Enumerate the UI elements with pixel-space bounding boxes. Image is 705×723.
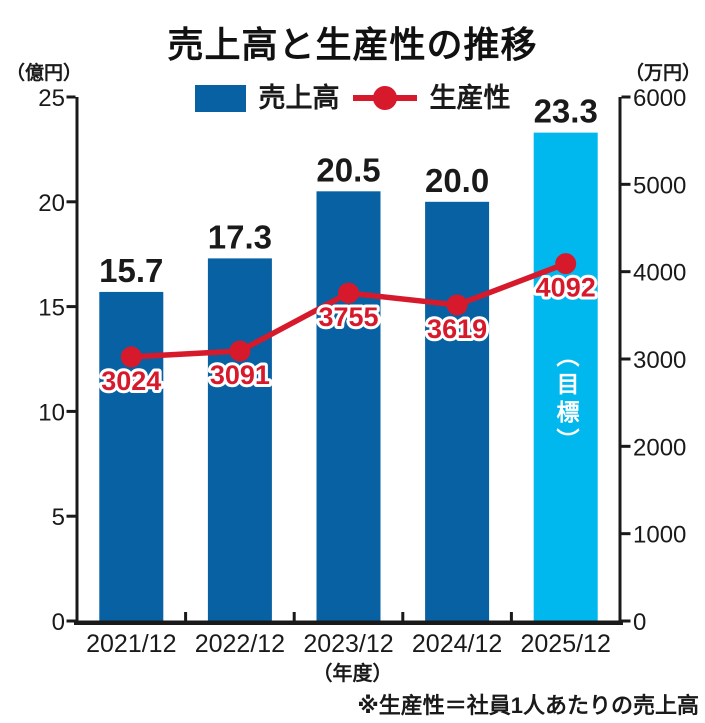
left-axis-tick — [66, 514, 76, 518]
bar-2022/12 — [207, 258, 272, 623]
bar-series-swatch — [194, 84, 246, 112]
goal-bar-annotation: （目標） — [553, 344, 579, 456]
left-axis-tick-label: 15 — [38, 295, 65, 322]
right-axis-tick — [621, 619, 631, 623]
footnote: ※生産性＝社員1人あたりの売上高 — [357, 693, 699, 718]
x-axis-tick — [292, 612, 296, 621]
x-axis-category-label: 2023/12 — [303, 630, 393, 658]
productivity-point — [120, 346, 142, 368]
right-axis-line — [618, 97, 622, 625]
right-axis-tick — [621, 182, 631, 186]
right-axis-tick — [621, 357, 631, 361]
productivity-point — [229, 340, 251, 362]
line-value-label: 3755 — [318, 302, 378, 332]
right-axis-tick-label: 3000 — [633, 347, 686, 374]
productivity-point — [555, 253, 577, 275]
line-value-label: 3619 — [427, 314, 487, 344]
bar-2024/12 — [425, 201, 490, 624]
left-axis-tick — [66, 619, 76, 623]
left-axis-tick-label: 20 — [38, 190, 65, 217]
left-axis-tick-label: 5 — [52, 504, 65, 531]
bar-value-label: 23.3 — [534, 93, 598, 130]
left-axis-tick-label: 10 — [38, 399, 65, 426]
left-axis-tick — [66, 200, 76, 204]
line-value-label: 3091 — [210, 360, 270, 390]
line-series-marker-icon — [352, 84, 417, 112]
right-axis-tick — [621, 95, 631, 99]
x-axis-category-label: 2024/12 — [412, 630, 502, 658]
right-axis-tick — [621, 270, 631, 274]
line-value-label: 3024 — [101, 366, 161, 396]
line-series-legend-label: 生産性 — [429, 82, 511, 113]
x-axis-category-label: 2022/12 — [195, 630, 285, 658]
x-axis-line — [74, 620, 623, 625]
bar-value-label: 20.5 — [316, 151, 380, 188]
productivity-point — [338, 282, 359, 304]
x-axis-category-label: 2021/12 — [86, 630, 176, 658]
bar-2025/12 — [533, 132, 598, 623]
left-axis-tick — [66, 305, 76, 309]
right-axis-tick-label: 0 — [633, 609, 646, 636]
bar-2023/12 — [316, 191, 381, 623]
bar-value-label: 15.7 — [99, 252, 163, 289]
right-axis-tick-label: 6000 — [633, 85, 686, 112]
right-axis-unit: （万円） — [625, 63, 702, 84]
x-axis-tick — [401, 612, 405, 621]
right-axis-tick-label: 4000 — [633, 260, 686, 287]
productivity-point — [446, 294, 468, 316]
chart-title: 売上高と生産性の推移 — [167, 24, 538, 65]
x-axis-category-label: 2025/12 — [521, 630, 611, 658]
right-axis-tick — [621, 444, 631, 448]
bar-2021/12 — [99, 291, 164, 623]
right-axis-tick — [621, 532, 631, 536]
left-axis-tick-label: 0 — [52, 609, 65, 636]
left-axis-tick — [66, 409, 76, 413]
line-value-label: 4092 — [536, 273, 596, 303]
bar-value-label: 17.3 — [208, 218, 272, 255]
right-axis-tick-label: 1000 — [633, 522, 686, 549]
bar-series-legend-label: 売上高 — [258, 82, 340, 113]
right-axis-tick-label: 5000 — [633, 172, 686, 199]
left-axis-tick-label: 25 — [38, 85, 65, 112]
chart-legend: 売上高 生産性 — [0, 84, 705, 112]
bar-value-label: 20.0 — [425, 162, 489, 199]
x-axis-unit: （年度） — [312, 663, 393, 685]
right-axis-tick-label: 2000 — [633, 434, 686, 461]
left-axis-unit: （億円） — [6, 63, 83, 84]
left-axis-tick — [66, 95, 76, 99]
left-axis-line — [75, 97, 79, 625]
line-dot-icon — [372, 86, 397, 110]
x-axis-tick — [184, 612, 188, 621]
x-axis-tick — [509, 612, 513, 621]
